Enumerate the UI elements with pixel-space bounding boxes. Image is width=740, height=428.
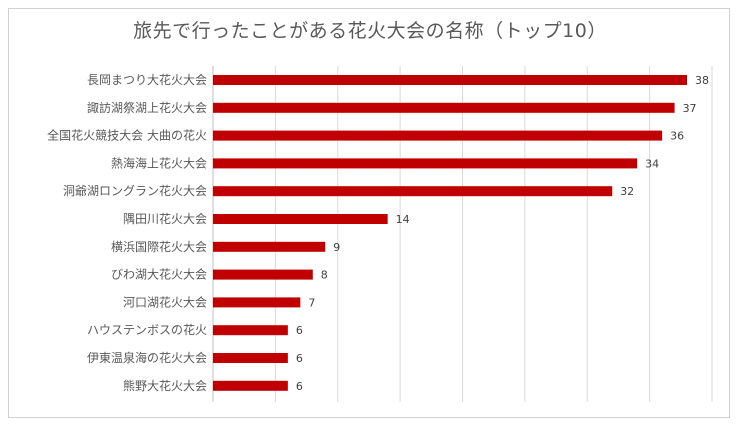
category-label: 伊東温泉海の花火大会 — [87, 350, 207, 365]
bar — [213, 325, 288, 336]
bar — [213, 130, 663, 141]
data-label: 6 — [296, 324, 303, 337]
category-label: びわ湖大花火大会 — [111, 267, 207, 282]
category-label: ハウステンボスの花火 — [87, 322, 207, 337]
category-label: 熊野大花火大会 — [123, 378, 207, 393]
category-label: 諏訪湖祭湖上花火大会 — [87, 100, 207, 115]
data-label: 38 — [695, 74, 709, 87]
bar — [213, 353, 288, 363]
bar — [213, 102, 675, 113]
bar — [213, 241, 326, 252]
bar — [213, 214, 388, 224]
category-label: 隅田川花火大会 — [123, 211, 207, 226]
data-label: 6 — [296, 380, 303, 393]
category-label: 熱海海上花火大会 — [111, 155, 207, 170]
data-label: 8 — [321, 269, 328, 282]
chart-title: 旅先で行ったことがある花火大会の名称（トップ10） — [133, 20, 607, 42]
bar — [213, 158, 638, 169]
bar — [213, 380, 288, 391]
data-label: 6 — [296, 352, 303, 365]
gridlines — [212, 66, 713, 402]
data-label: 36 — [670, 130, 684, 143]
category-label: 河口湖花火大会 — [123, 294, 207, 309]
data-label: 32 — [620, 185, 634, 198]
bar — [213, 269, 313, 280]
category-label: 洞爺湖ロングラン花火大会 — [63, 183, 207, 198]
category-label: 全国花火競技大会 大曲の花火 — [47, 128, 207, 143]
category-label: 横浜国際花火大会 — [111, 239, 207, 254]
data-label: 34 — [645, 157, 659, 170]
bar — [213, 186, 613, 197]
bar — [213, 75, 688, 85]
data-label: 7 — [308, 296, 315, 309]
bars — [213, 75, 688, 391]
bar — [213, 297, 301, 308]
data-label: 14 — [396, 213, 410, 226]
data-label: 9 — [333, 241, 340, 254]
data-labels: 38 37 36 34 32 14 9 8 7 6 6 6 — [296, 74, 709, 393]
data-label: 37 — [683, 102, 697, 115]
category-label: 長岡まつり大花火大会 — [87, 72, 207, 87]
